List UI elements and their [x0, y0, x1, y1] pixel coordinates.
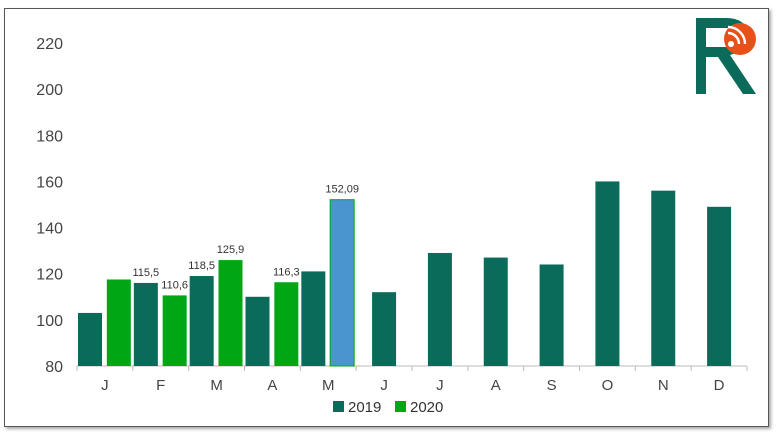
y-tick-label: 180: [36, 128, 63, 145]
bar-2019-10: [651, 190, 676, 366]
bar-2019-5: [372, 292, 397, 366]
legend-swatch-2020: [395, 401, 406, 412]
y-tick-label: 80: [45, 359, 63, 376]
y-tick-label: 200: [36, 82, 63, 99]
data-label: 115,5: [132, 267, 159, 279]
x-tick-label: A: [491, 377, 501, 394]
data-label: 118,5: [188, 260, 215, 272]
y-tick-label: 220: [36, 36, 63, 53]
data-label: 125,9: [217, 244, 245, 256]
bar-2019-0: [78, 312, 102, 366]
bar-2019-1: [133, 282, 158, 366]
x-tick-label: S: [547, 377, 557, 394]
data-label: 116,3: [273, 266, 300, 278]
y-tick-label: 120: [36, 267, 63, 284]
data-label: 152,09: [325, 184, 359, 196]
x-tick-label: F: [156, 377, 165, 394]
x-tick-label: J: [380, 377, 388, 394]
bar-2020-0: [106, 279, 131, 366]
bar-2020-2: [218, 260, 243, 366]
legend-label: 2020: [410, 399, 443, 416]
bar-2019-8: [539, 264, 564, 366]
x-tick-label: J: [101, 377, 109, 394]
bar-2019-3: [245, 296, 270, 366]
legend-label: 2019: [348, 399, 381, 416]
x-tick-label: M: [210, 377, 223, 394]
data-label: 110,6: [161, 279, 188, 291]
bar-2019-6: [427, 252, 452, 366]
bar-2019-4: [301, 271, 326, 366]
bar-2019-11: [707, 206, 732, 366]
bars: [78, 181, 732, 367]
bar-2020-1: [162, 295, 187, 366]
x-tick-label: M: [322, 377, 335, 394]
logo-r-icon: [696, 18, 756, 94]
bar-2020-4: [329, 199, 355, 367]
bar-2019-9: [595, 181, 620, 366]
x-tick-label: N: [658, 377, 669, 394]
y-axis: 80 100 120 140 160 180 200 220: [36, 36, 63, 376]
bar-2019-2: [189, 276, 214, 366]
x-tick-label: J: [436, 377, 444, 394]
y-tick-label: 100: [36, 313, 63, 330]
legend-swatch-2019: [333, 401, 344, 412]
x-tick-label: D: [714, 377, 725, 394]
x-tick-label: O: [602, 377, 614, 394]
y-tick-label: 160: [36, 174, 63, 191]
legend: 2019 2020: [333, 399, 443, 416]
x-tick-label: A: [267, 377, 277, 394]
bar-2020-3: [274, 282, 299, 366]
y-tick-label: 140: [36, 221, 63, 238]
bar-2019-7: [483, 257, 508, 366]
